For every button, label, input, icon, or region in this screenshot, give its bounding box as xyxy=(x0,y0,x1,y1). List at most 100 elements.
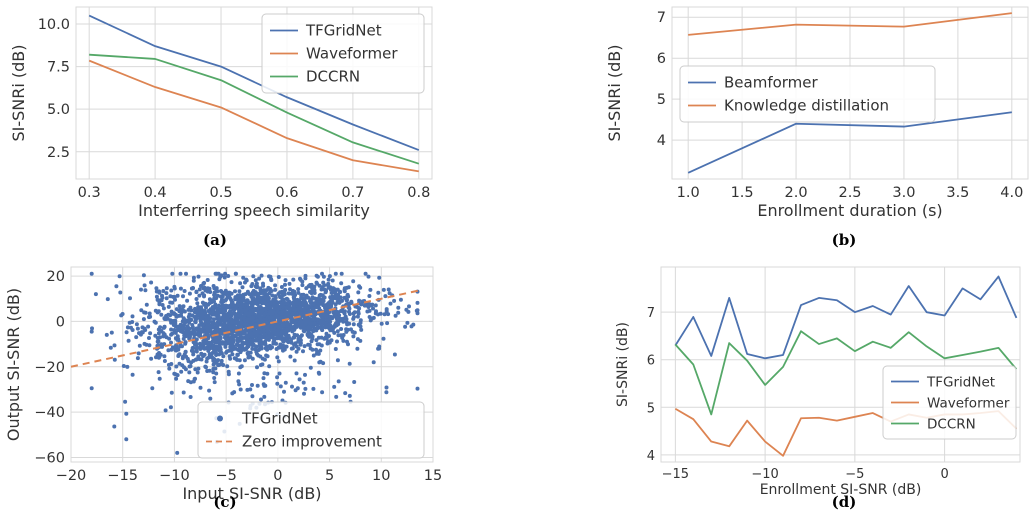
scatter-point xyxy=(351,322,356,327)
scatter-point xyxy=(206,336,211,341)
scatter-point xyxy=(255,383,260,388)
scatter-point xyxy=(306,325,311,330)
scatter-point xyxy=(157,302,162,307)
scatter-point xyxy=(216,314,221,319)
panel-caption: (b) xyxy=(832,231,857,249)
scatter-point xyxy=(351,334,356,339)
scatter-point xyxy=(211,362,216,367)
scatter-point xyxy=(338,295,343,300)
scatter-point xyxy=(230,332,234,337)
scatter-point xyxy=(268,305,272,310)
scatter-point xyxy=(191,275,196,280)
y-axis-label: SI-SNRi (dB) xyxy=(605,44,624,141)
scatter-point xyxy=(150,386,155,391)
scatter-point xyxy=(155,297,160,302)
scatter-point xyxy=(259,339,264,344)
scatter-point xyxy=(135,356,140,361)
scatter-point xyxy=(159,312,164,317)
scatter-point xyxy=(321,295,326,300)
scatter-point xyxy=(158,352,163,357)
scatter-point xyxy=(339,309,343,313)
scatter-point xyxy=(214,286,219,291)
scatter-point xyxy=(139,308,144,313)
series-line-knowledge-distillation xyxy=(688,12,1012,36)
scatter-point xyxy=(240,285,245,290)
scatter-point xyxy=(190,286,195,291)
scatter-point xyxy=(196,325,201,330)
scatter-point xyxy=(176,353,181,358)
scatter-point xyxy=(367,315,372,319)
scatter-point xyxy=(396,310,401,315)
scatter-point xyxy=(141,317,146,322)
scatter-point xyxy=(230,391,235,396)
scatter-point xyxy=(299,296,304,300)
scatter-point xyxy=(290,346,295,351)
legend-entry: Knowledge distillation xyxy=(724,97,889,115)
scatter-point xyxy=(223,344,228,349)
scatter-point xyxy=(168,313,173,318)
scatter-point xyxy=(340,298,344,303)
scatter-point xyxy=(314,338,319,343)
scatter-point xyxy=(196,366,201,371)
scatter-point xyxy=(197,287,202,292)
scatter-point xyxy=(250,304,255,309)
scatter-point xyxy=(135,326,140,331)
y-tick-label: −60 xyxy=(34,450,65,466)
scatter-point xyxy=(168,405,173,410)
x-tick-label: 0.6 xyxy=(275,185,298,201)
scatter-point xyxy=(261,376,266,381)
scatter-point xyxy=(327,334,331,338)
scatter-point xyxy=(265,347,270,352)
scatter-point xyxy=(356,290,361,295)
scatter-point xyxy=(255,318,260,323)
scatter-point xyxy=(405,320,410,325)
scatter-point xyxy=(175,337,180,342)
legend-box xyxy=(679,65,936,123)
scatter-point xyxy=(340,335,345,340)
scatter-point xyxy=(303,273,308,278)
scatter-point xyxy=(161,306,166,311)
scatter-point xyxy=(169,332,174,337)
scatter-point xyxy=(287,314,292,319)
scatter-point xyxy=(172,330,177,335)
scatter-point xyxy=(269,289,274,293)
scatter-point xyxy=(320,390,325,395)
scatter-point xyxy=(347,393,352,398)
scatter-point xyxy=(182,309,187,314)
scatter-point xyxy=(307,330,312,335)
scatter-point xyxy=(195,370,200,375)
scatter-point xyxy=(236,313,241,318)
scatter-point xyxy=(254,281,259,286)
scatter-point xyxy=(124,437,129,442)
x-tick-label: −5 xyxy=(845,467,864,482)
scatter-point xyxy=(200,291,205,296)
scatter-point xyxy=(134,322,139,327)
scatter-point xyxy=(256,348,261,352)
scatter-point xyxy=(187,326,192,331)
panel-a: 0.3 0.4 0.5 0.6 0.7 0.8 2.5 5.0 7.5 10.0 Interferr… xyxy=(9,6,433,249)
y-tick-label: 6 xyxy=(647,354,655,369)
scatter-point xyxy=(319,326,324,331)
y-tick-label: 20 xyxy=(47,269,65,285)
plot-frame xyxy=(660,266,1021,463)
legend-entry: Beamformer xyxy=(724,74,819,92)
scatter-point xyxy=(288,325,293,330)
scatter-point xyxy=(142,341,147,346)
scatter-point xyxy=(199,316,204,321)
scatter-point xyxy=(154,294,159,299)
scatter-point xyxy=(134,335,139,340)
scatter-point xyxy=(205,332,210,337)
x-tick-label: −15 xyxy=(662,467,689,482)
scatter-point xyxy=(187,312,192,317)
legend-entry: Waveformer xyxy=(306,45,398,63)
scatter-point xyxy=(109,330,114,335)
scatter-point xyxy=(188,334,192,339)
scatter-point xyxy=(118,290,123,295)
scatter-point xyxy=(291,289,296,294)
scatter-point xyxy=(224,337,229,342)
y-tick-label: −40 xyxy=(34,405,65,421)
scatter-point xyxy=(262,394,267,399)
legend-box xyxy=(882,365,1017,440)
scatter-point xyxy=(214,336,219,341)
scatter-point xyxy=(124,330,129,335)
